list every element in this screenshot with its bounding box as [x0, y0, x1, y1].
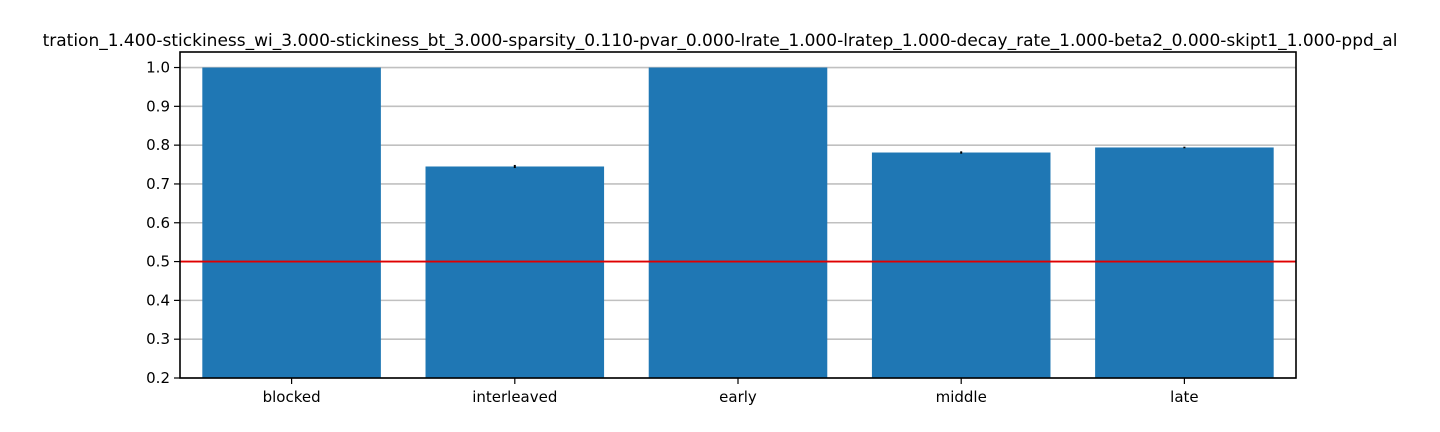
y-tick-label: 0.3: [146, 330, 170, 348]
x-tick-label: late: [1170, 388, 1198, 406]
x-tick-label: interleaved: [472, 388, 557, 406]
x-tick-label: blocked: [263, 388, 321, 406]
chart-title: tration_1.400-stickiness_wi_3.000-sticki…: [43, 31, 1398, 51]
y-tick-label: 0.9: [146, 97, 170, 115]
x-tick-label: middle: [936, 388, 987, 406]
error-bars: [513, 146, 1186, 169]
y-tick-label: 0.8: [146, 136, 170, 154]
bars: [202, 67, 1274, 379]
y-tick-label: 0.6: [146, 214, 170, 232]
y-tick-label: 0.2: [146, 369, 170, 387]
bar-early: [648, 67, 828, 379]
y-tick-label: 0.5: [146, 253, 170, 271]
bar-interleaved: [425, 166, 605, 378]
y-tick-label: 0.7: [146, 175, 170, 193]
y-tick-label: 0.4: [146, 291, 170, 309]
x-axis-ticks: blocked interleaved early middle late: [263, 378, 1199, 406]
bar-middle: [871, 152, 1051, 378]
x-tick-label: early: [719, 388, 757, 406]
bar-blocked: [202, 67, 381, 379]
bar-late: [1095, 147, 1274, 378]
y-axis-ticks: 0.2 0.3 0.4 0.5 0.6 0.7 0.8 0.9 1.0: [146, 59, 180, 387]
y-tick-label: 1.0: [146, 59, 170, 77]
